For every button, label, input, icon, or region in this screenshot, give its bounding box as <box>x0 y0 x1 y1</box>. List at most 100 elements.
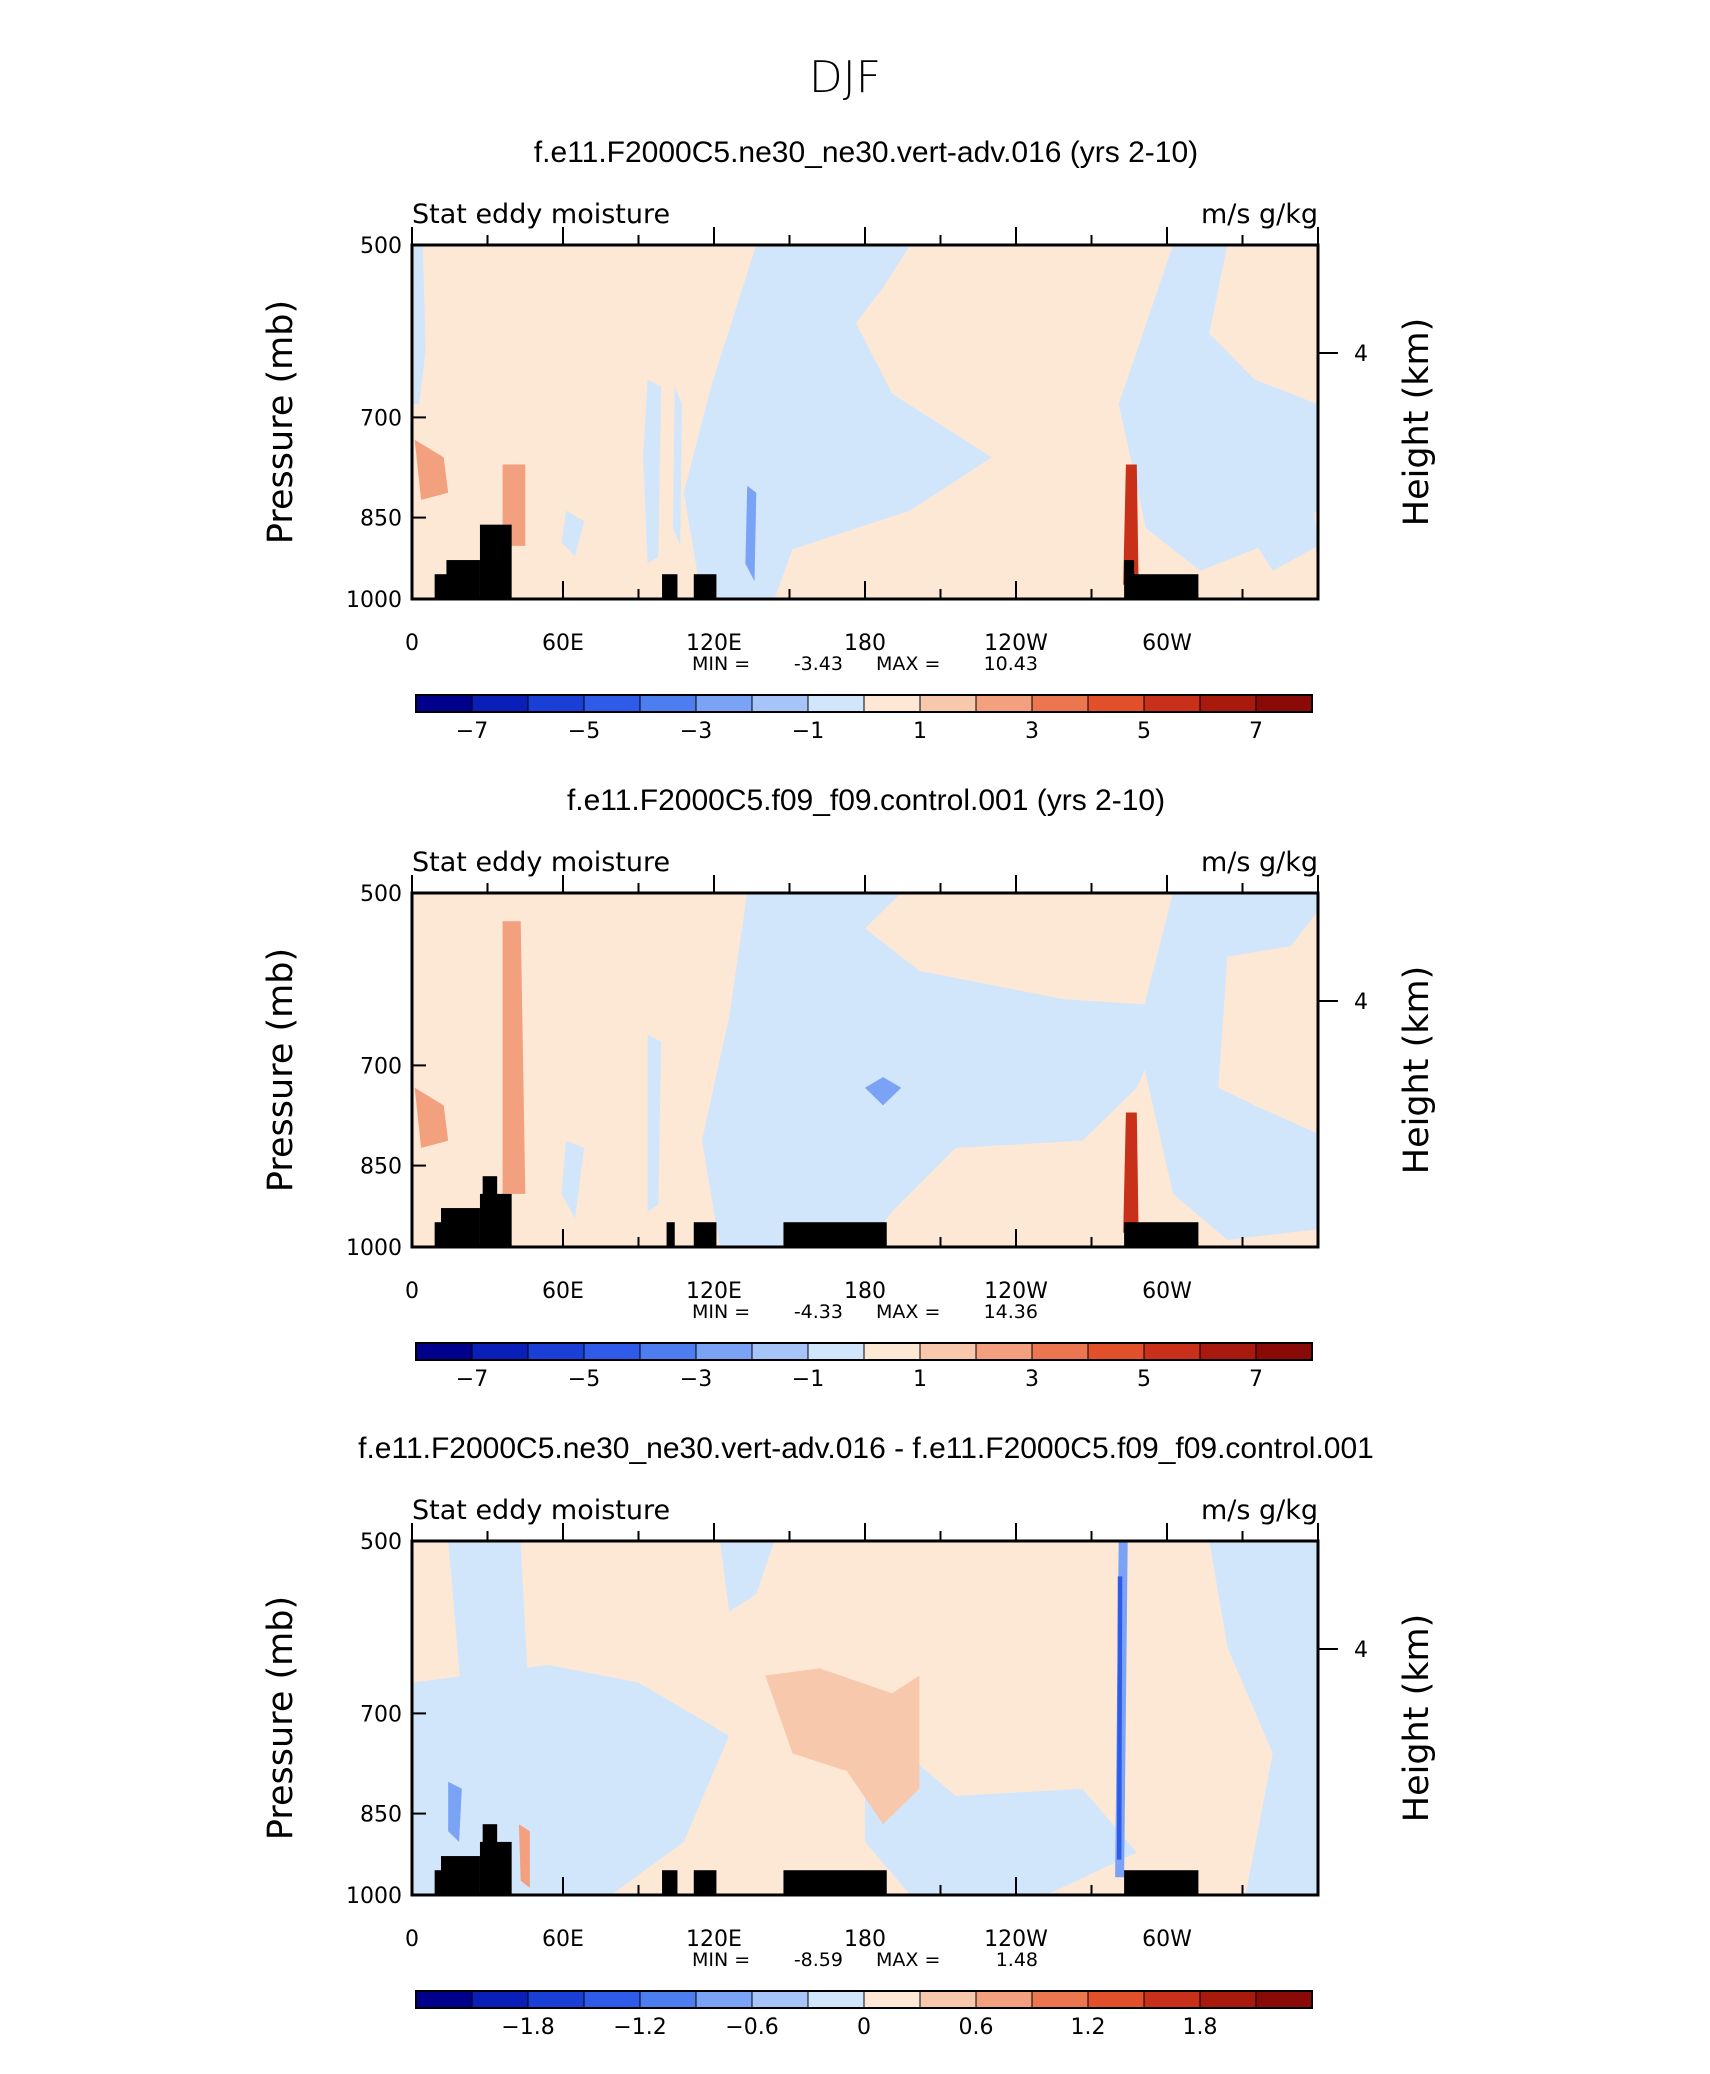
contour-region <box>720 1541 775 1612</box>
units-label: m/s g/kg <box>1201 199 1318 230</box>
topography-block <box>482 1824 498 1895</box>
colorbar-swatch <box>471 1990 529 2009</box>
colorbar-label: −3 <box>680 719 712 744</box>
colorbar-swatch <box>527 1990 585 2009</box>
contour-region <box>1209 1541 1318 1895</box>
y-right-tick-label: 4 <box>1354 990 1368 1015</box>
colorbar-swatch <box>863 694 921 713</box>
colorbar-label: 1 <box>913 1367 927 1392</box>
y-tick-label: 500 <box>360 234 402 259</box>
x-tick-label: 0 <box>405 1279 419 1304</box>
colorbar-label: 3 <box>1025 1367 1039 1392</box>
x-tick-label: 120W <box>984 1927 1048 1952</box>
min-value: -4.33 <box>794 1301 843 1323</box>
colorbar-swatch <box>471 694 529 713</box>
y-tick-label: 500 <box>360 1530 402 1555</box>
colorbar-swatch <box>1143 694 1201 713</box>
x-tick-label: 120W <box>984 1279 1048 1304</box>
colorbar-swatch <box>1031 1342 1089 1361</box>
contour-region <box>1123 1112 1139 1233</box>
units-label: m/s g/kg <box>1201 1495 1318 1526</box>
x-tick-label: 180 <box>844 1927 886 1952</box>
colorbar-frame <box>415 694 1313 713</box>
contour-region <box>647 1034 662 1212</box>
y-right-axis-title: Height (km) <box>1397 966 1437 1175</box>
colorbar-swatch <box>583 694 641 713</box>
x-tick-label: 60E <box>542 1279 584 1304</box>
contour-region <box>561 510 585 557</box>
topography-block <box>482 1176 498 1247</box>
x-tick-label: 60W <box>1142 631 1192 656</box>
topography-block <box>440 1856 480 1895</box>
panel-title: f.e11.F2000C5.ne30_ne30.vert-adv.016 - f… <box>358 1432 1374 1465</box>
colorbar-swatch <box>471 1342 529 1361</box>
colorbar-swatch <box>583 1342 641 1361</box>
x-tick-label: 120E <box>686 631 742 656</box>
colorbar-label: −3 <box>680 1367 712 1392</box>
colorbar-label: −0.6 <box>725 2015 778 2040</box>
colorbar-label: 0 <box>857 2015 871 2040</box>
colorbar-swatch <box>1143 1342 1201 1361</box>
max-label: MAX = <box>876 653 940 675</box>
topography-block <box>693 1222 717 1247</box>
colorbar-label: 5 <box>1137 1367 1151 1392</box>
contour-region <box>1245 439 1318 571</box>
max-label: MAX = <box>876 1949 940 1971</box>
min-value: -3.43 <box>794 653 843 675</box>
contour-region <box>1123 464 1139 585</box>
contour-region <box>865 1077 902 1106</box>
max-value: 10.43 <box>984 653 1038 675</box>
colorbar-label: −1.8 <box>501 2015 554 2040</box>
topography-block <box>693 1870 717 1895</box>
x-tick-label: 120E <box>686 1279 742 1304</box>
colorbar-swatch <box>807 1990 865 2009</box>
colorbar-label: −7 <box>456 719 488 744</box>
x-tick-label: 60E <box>542 631 584 656</box>
max-label: MAX = <box>876 1301 940 1323</box>
contour-region <box>672 386 682 546</box>
contour-region <box>683 245 992 599</box>
colorbar-swatch <box>695 1990 753 2009</box>
colorbar-swatch <box>751 694 809 713</box>
topography-block <box>783 1222 887 1247</box>
contour-region <box>448 1541 530 1754</box>
y-right-tick-label: 4 <box>1354 342 1368 367</box>
contour-region <box>765 1668 920 1825</box>
y-tick-label: 850 <box>360 507 402 532</box>
contour-region <box>865 1718 1137 1895</box>
colorbar-swatch <box>975 1342 1033 1361</box>
colorbar-swatch <box>415 1990 473 2009</box>
colorbar-swatch <box>1087 1342 1145 1361</box>
topography-block <box>1124 1222 1199 1247</box>
colorbar-swatch <box>1199 694 1257 713</box>
colorbar-label: 0.6 <box>959 2015 994 2040</box>
units-label: m/s g/kg <box>1201 847 1318 878</box>
contour-region <box>414 439 449 500</box>
y-right-axis-title: Height (km) <box>1397 318 1437 527</box>
colorbar-swatch <box>919 694 977 713</box>
min-label: MIN = <box>692 1301 750 1323</box>
colorbar-label: 3 <box>1025 719 1039 744</box>
field-label: Stat eddy moisture <box>412 199 670 230</box>
colorbar-frame <box>415 1990 1313 2009</box>
y-right-tick-label: 4 <box>1354 1638 1368 1663</box>
contour-region <box>745 485 757 582</box>
colorbar-label: −5 <box>568 719 600 744</box>
x-tick-label: 120E <box>686 1927 742 1952</box>
topography-block <box>1124 1870 1199 1895</box>
colorbar-label: 5 <box>1137 719 1151 744</box>
colorbar-swatch <box>1255 694 1313 713</box>
contour-region <box>448 1781 462 1842</box>
colorbar-swatch <box>527 694 585 713</box>
contour-region <box>502 921 526 1194</box>
colorbar-swatch <box>695 1342 753 1361</box>
contour-region <box>518 1824 530 1888</box>
colorbar-swatch <box>919 1990 977 2009</box>
y-axis-title: Pressure (mb) <box>261 300 301 544</box>
x-tick-label: 60W <box>1142 1927 1192 1952</box>
colorbar-swatch <box>695 694 753 713</box>
topography-block <box>693 574 717 599</box>
colorbar-swatch <box>975 1990 1033 2009</box>
contour-region <box>701 893 1173 1247</box>
